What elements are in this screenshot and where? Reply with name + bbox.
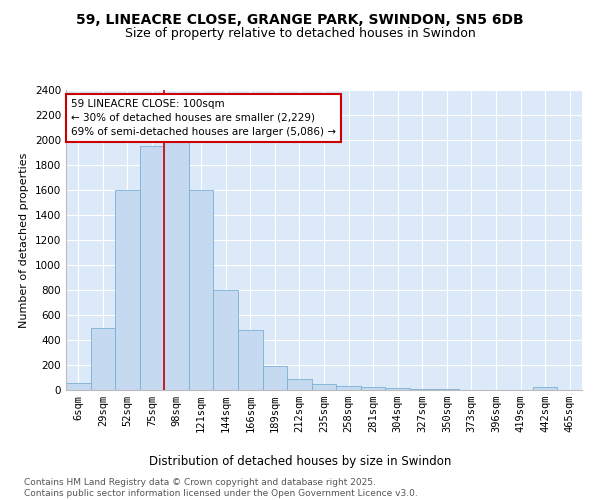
Text: 59, LINEACRE CLOSE, GRANGE PARK, SWINDON, SN5 6DB: 59, LINEACRE CLOSE, GRANGE PARK, SWINDON…	[76, 12, 524, 26]
Bar	[66, 382, 91, 390]
Bar	[189, 190, 214, 390]
Text: Size of property relative to detached houses in Swindon: Size of property relative to detached ho…	[125, 28, 475, 40]
Bar	[263, 366, 287, 390]
Y-axis label: Number of detached properties: Number of detached properties	[19, 152, 29, 328]
Bar	[336, 386, 361, 390]
Text: Distribution of detached houses by size in Swindon: Distribution of detached houses by size …	[149, 454, 451, 468]
Text: 59 LINEACRE CLOSE: 100sqm
← 30% of detached houses are smaller (2,229)
69% of se: 59 LINEACRE CLOSE: 100sqm ← 30% of detac…	[71, 99, 336, 137]
Bar	[385, 388, 410, 390]
Bar	[214, 290, 238, 390]
Text: Contains HM Land Registry data © Crown copyright and database right 2025.
Contai: Contains HM Land Registry data © Crown c…	[24, 478, 418, 498]
Bar	[140, 146, 164, 390]
Bar	[361, 387, 385, 390]
Bar	[238, 330, 263, 390]
Bar	[115, 190, 140, 390]
Bar	[164, 140, 189, 390]
Bar	[533, 387, 557, 390]
Bar	[410, 389, 434, 390]
Bar	[91, 328, 115, 390]
Bar	[312, 384, 336, 390]
Bar	[287, 379, 312, 390]
